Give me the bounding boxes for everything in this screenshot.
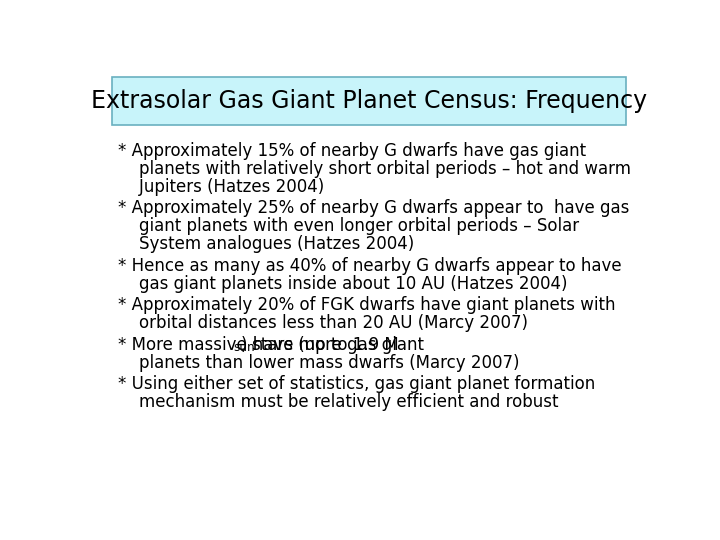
Text: * Using either set of statistics, gas giant planet formation: * Using either set of statistics, gas gi… [118,375,595,393]
Text: ) have more gas giant: ) have more gas giant [240,336,423,354]
Text: * Approximately 15% of nearby G dwarfs have gas giant: * Approximately 15% of nearby G dwarfs h… [118,141,586,160]
Text: orbital distances less than 20 AU (Marcy 2007): orbital distances less than 20 AU (Marcy… [118,314,528,332]
Text: mechanism must be relatively efficient and robust: mechanism must be relatively efficient a… [118,393,559,411]
Text: Jupiters (Hatzes 2004): Jupiters (Hatzes 2004) [118,178,324,196]
FancyBboxPatch shape [112,77,626,125]
Text: * More massive stars (up to 1.9 M: * More massive stars (up to 1.9 M [118,336,399,354]
Text: * Approximately 20% of FGK dwarfs have giant planets with: * Approximately 20% of FGK dwarfs have g… [118,296,616,314]
Text: gas giant planets inside about 10 AU (Hatzes 2004): gas giant planets inside about 10 AU (Ha… [118,275,567,293]
Text: * Approximately 25% of nearby G dwarfs appear to  have gas: * Approximately 25% of nearby G dwarfs a… [118,199,629,217]
Text: * Hence as many as 40% of nearby G dwarfs appear to have: * Hence as many as 40% of nearby G dwarf… [118,256,621,275]
Text: Extrasolar Gas Giant Planet Census: Frequency: Extrasolar Gas Giant Planet Census: Freq… [91,89,647,113]
Text: planets with relatively short orbital periods – hot and warm: planets with relatively short orbital pe… [118,160,631,178]
Text: giant planets with even longer orbital periods – Solar: giant planets with even longer orbital p… [118,217,579,235]
Text: sun: sun [233,341,255,354]
Text: planets than lower mass dwarfs (Marcy 2007): planets than lower mass dwarfs (Marcy 20… [118,354,519,372]
Text: System analogues (Hatzes 2004): System analogues (Hatzes 2004) [118,235,414,253]
